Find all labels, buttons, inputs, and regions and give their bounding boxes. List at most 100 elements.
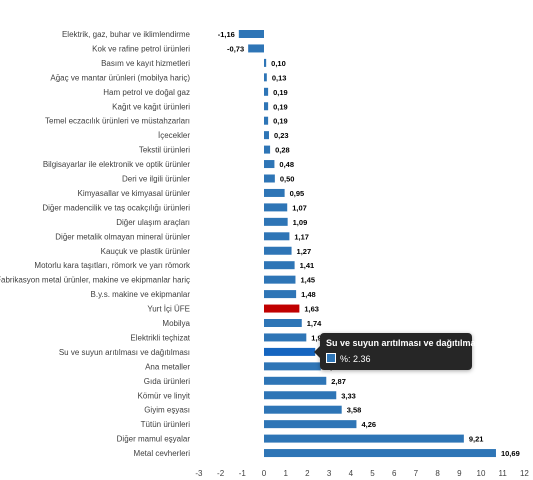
category-label: Diğer mamul eşyalar [117,435,191,444]
bar[interactable] [248,44,264,53]
category-label: Giyim eşyası [144,406,190,415]
value-label: 0,28 [275,146,290,155]
x-tick-label: 12 [520,469,529,478]
value-label: 1,95 [311,333,326,342]
value-label: -0,73 [227,44,244,53]
category-label: Kömür ve linyit [138,391,191,400]
bar[interactable] [264,145,271,154]
bar[interactable] [264,261,295,270]
value-label: 2,87 [331,377,346,386]
value-label: 0,19 [273,117,288,126]
bar[interactable] [264,304,300,313]
value-label: 1,48 [301,290,316,299]
bar[interactable] [264,449,496,458]
category-label: İçecekler [158,131,190,140]
bar[interactable] [264,347,316,356]
x-axis-ticks: -3 -2 -1 0 1 2 3 4 5 6 7 8 9 10 11 12 [195,469,529,478]
category-label: Diğer metalik olmayan mineral ürünler [55,232,190,241]
bar[interactable] [264,434,464,443]
value-label: 0,95 [290,189,305,198]
bar[interactable] [264,58,267,67]
category-label: Deri ve ilgili ürünler [122,175,190,184]
x-tick-label: -1 [239,469,247,478]
category-label: Diğer ulaşım araçları [116,218,190,227]
value-label: 3,58 [347,406,362,415]
category-label: Su ve suyun arıtılması ve dağıtılması [59,348,190,357]
value-label: 1,27 [297,247,312,256]
category-label: Tütün ürünleri [141,420,191,429]
value-label: 0,13 [272,73,287,82]
category-label: Diğer madencilik ve taş ocakçılığı ürünl… [42,203,190,212]
x-tick-label: 2 [305,469,310,478]
category-label: Kağıt ve kağıt ürünleri [112,102,190,111]
bar[interactable] [264,174,275,183]
tooltip-swatch [326,353,336,363]
x-tick-label: 6 [392,469,397,478]
x-tick-label: 7 [414,469,419,478]
category-label: Elektrik, gaz, buhar ve iklimlendirme [62,30,191,39]
x-tick-label: -3 [195,469,203,478]
value-label: 1,74 [307,319,322,328]
bar[interactable] [264,362,321,371]
chart-tooltip: Su ve suyun arıtılması ve dağıtılması %:… [314,333,483,370]
value-label: 0,23 [274,131,289,140]
bar[interactable] [264,232,290,241]
category-label: B.y.s. makine ve ekipmanlar [91,290,191,299]
category-label: Ana metaller [145,362,190,371]
tooltip-value: %: 2.36 [340,354,371,364]
bar[interactable] [264,275,296,284]
category-label: Tekstil ürünleri [139,146,190,155]
value-labels: -1,16 -0,73 0,10 0,13 0,19 0,19 0,19 0,23 0,28 0,… [218,30,520,458]
bar[interactable] [238,30,264,38]
category-label: Motorlu kara taşıtları, römork ve yarı r… [34,261,191,270]
bar[interactable] [264,102,269,111]
value-label: 4,26 [361,420,376,429]
bar[interactable] [264,333,307,342]
bar[interactable] [264,87,269,96]
category-label: Bilgisayarlar ile elektronik ve optik ür… [43,160,191,169]
value-label: 0,19 [273,88,288,97]
bar[interactable] [264,376,327,385]
tooltip-title: Su ve suyun arıtılması ve dağıtılması [326,338,484,348]
value-label: 0,50 [280,175,295,184]
value-label: 1,09 [293,218,308,227]
bar[interactable] [264,420,357,429]
bar[interactable] [264,160,275,169]
bar[interactable] [264,405,342,414]
category-labels: Elektrik, gaz, buhar ve iklimlendirme Kok… [0,30,191,458]
value-label: 1,41 [300,261,315,270]
value-label: 1,63 [304,305,319,314]
category-label: Metal cevherleri [134,449,191,458]
category-label: Gıda ürünleri [144,377,190,386]
bar[interactable] [264,131,269,140]
category-label: Temel eczacılık ürünleri ve müstahzarlar… [45,117,190,126]
bar[interactable] [264,391,337,400]
value-label: 1,17 [294,232,309,241]
bar[interactable] [264,203,288,212]
category-label: Mobilya [162,319,190,328]
value-label: 1,07 [292,203,307,212]
bar[interactable] [264,116,269,125]
category-label: Elektrikli teçhizat [130,333,190,342]
value-label: 3,33 [341,391,356,400]
category-label: Ham petrol ve doğal gaz [103,88,190,97]
value-label: -1,16 [218,30,235,39]
x-tick-label: 0 [262,469,267,478]
bar[interactable] [264,217,288,226]
bar[interactable] [264,290,297,299]
x-tick-label: 4 [349,469,354,478]
value-label: 0,10 [271,59,286,68]
x-tick-label: 1 [283,469,288,478]
bar[interactable] [264,246,292,255]
bar[interactable] [264,188,285,197]
x-tick-label: 5 [370,469,375,478]
bar[interactable] [264,319,302,327]
x-tick-label: 3 [327,469,332,478]
value-label: 0,48 [279,160,294,169]
bars-group [238,30,496,458]
bar[interactable] [264,73,267,82]
x-tick-label: 11 [499,469,508,478]
value-label: 10,69 [501,449,520,458]
value-label: 0,19 [273,102,288,111]
